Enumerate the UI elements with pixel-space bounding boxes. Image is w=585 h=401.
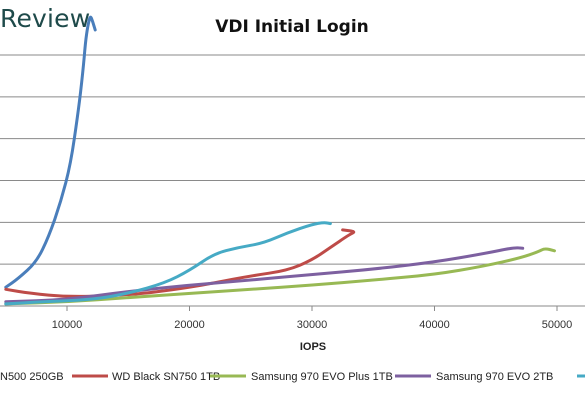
series-lines [4,15,556,306]
brand-logo-text: Review [0,4,91,33]
legend: N500 250GB WD Black SN750 1TB Samsung 970 … [0,371,585,383]
x-axis-ticks: 10000 20000 30000 40000 50000 [52,306,573,331]
legend-label-1: WD Black SN750 1TB [112,371,220,383]
legend-label-0: N500 250GB [0,371,64,383]
x-tick-label-30000: 30000 [297,319,328,331]
x-tick-label-20000: 20000 [174,319,205,331]
series-line-4 [4,221,332,306]
series-line-3 [4,246,525,304]
gridlines [0,54,585,307]
x-axis-label: IOPS [300,341,326,353]
series-line-0 [4,15,97,289]
x-tick-label-40000: 40000 [419,319,450,331]
x-tick-label-50000: 50000 [542,319,573,331]
x-tick-label-10000: 10000 [52,319,83,331]
legend-label-3: Samsung 970 EVO 2TB [436,371,553,383]
legend-label-2: Samsung 970 EVO Plus 1TB [251,371,393,383]
chart-title: VDI Initial Login [215,17,369,37]
